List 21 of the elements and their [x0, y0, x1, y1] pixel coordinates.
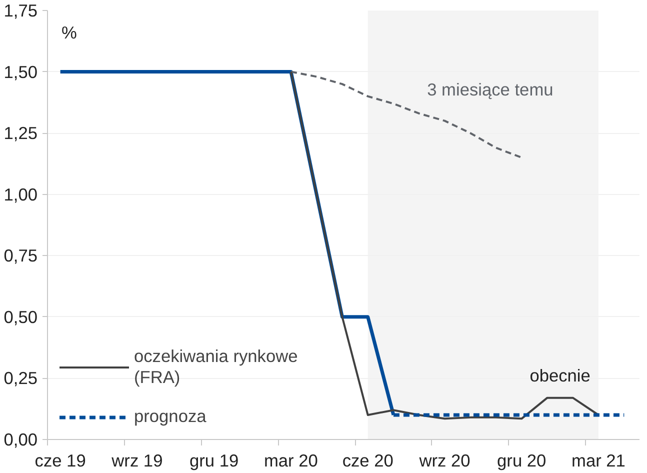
x-tick-label: mar 20: [264, 450, 318, 470]
x-tick-label: gru 20: [497, 450, 546, 470]
y-tick-label: 0,75: [4, 246, 38, 266]
x-tick-label: mar 21: [572, 450, 626, 470]
x-tick-label: wrz 19: [110, 450, 163, 470]
x-tick-label: cze 20: [342, 450, 394, 470]
y-tick-label: 1,00: [4, 184, 38, 204]
x-tick-label: cze 19: [34, 450, 86, 470]
y-tick-label: 1,50: [4, 62, 38, 82]
y-tick-label: 0,25: [4, 368, 38, 388]
x-tick-label: wrz 20: [418, 450, 470, 470]
series-label: 3 miesiące temu: [427, 79, 554, 100]
y-tick-label: 1,25: [4, 123, 38, 144]
y-tick-label: 0,00: [4, 430, 38, 450]
y-tick-label: 1,75: [4, 0, 38, 20]
y-axis-title: %: [62, 22, 77, 42]
annotation: obecnie: [530, 366, 590, 386]
x-tick-label: gru 19: [190, 450, 239, 470]
legend-label: oczekiwania rynkowe (FRA): [134, 346, 298, 388]
legend-label: prognoza: [134, 406, 206, 427]
y-tick-label: 0,50: [4, 306, 38, 327]
